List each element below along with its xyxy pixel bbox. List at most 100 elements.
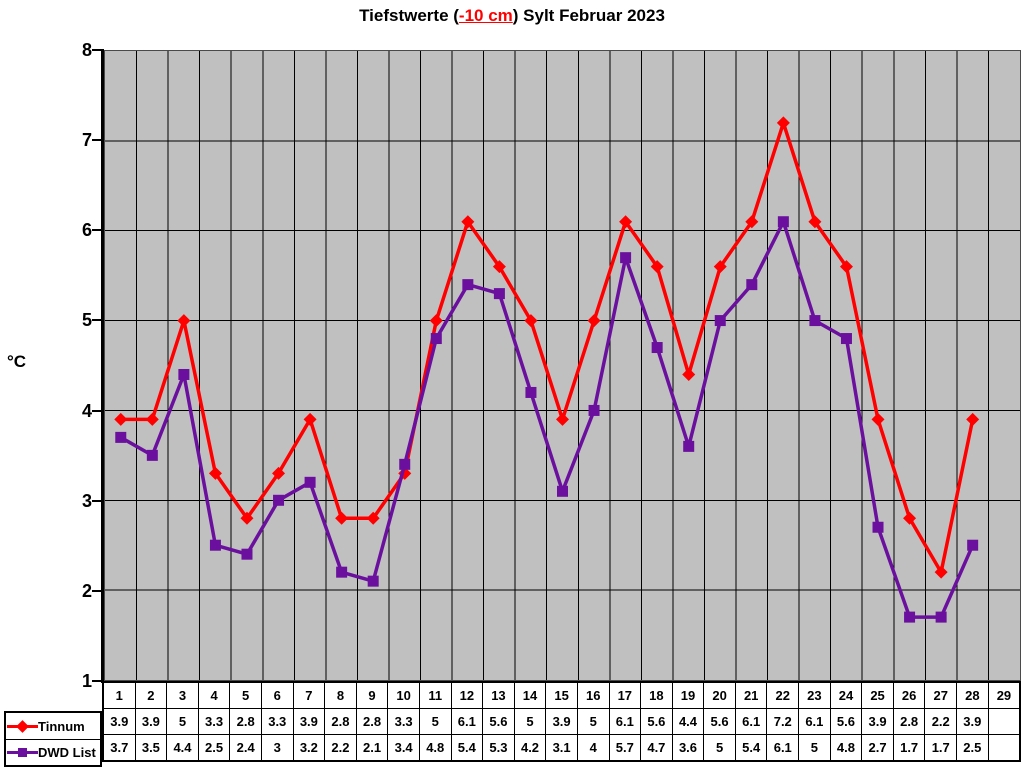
diamond-data-point [177,314,191,328]
value-cell: 4.8 [830,735,863,760]
value-cell: 2.1 [356,735,389,760]
square-data-point [620,252,632,264]
line-chart [105,51,1020,680]
diamond-data-point [966,412,980,426]
day-header-cell: 22 [767,683,800,709]
y-axis-tick-label: 3 [81,490,92,511]
y-axis-tick [92,499,101,502]
day-header-cell: 27 [925,683,958,709]
chart-title: Tiefstwerte (-10 cm) Sylt Februar 2023 [0,6,1024,26]
square-data-point [493,288,505,300]
square-data-point [146,449,158,461]
series-row-dwd-list: 3.7 3.5 4.4 2.5 2.4 3 3.2 2.2 2.1 3.4 4.8 5.4 5.3 4.2… [104,735,1020,760]
square-data-point [399,458,411,470]
value-cell: 5 [704,735,736,760]
day-header-cell: 5 [230,683,262,709]
day-header-cell: 2 [135,683,168,709]
square-data-point [588,404,600,416]
value-cell: 2.8 [230,709,262,735]
diamond-data-point [335,511,349,525]
value-cell: 2.8 [325,709,357,735]
value-cell: 1.7 [893,735,926,760]
day-header-cell: 10 [388,683,420,709]
series-tinnum [114,116,980,579]
value-cell: 3.3 [388,709,420,735]
square-data-point [746,279,758,291]
day-header-cell: 1 [104,683,136,709]
value-cell: 5.6 [704,709,736,735]
value-cell: 3.9 [104,709,136,735]
day-header-cell: 24 [830,683,863,709]
series-dwd-list [115,216,979,623]
value-cell: 5.6 [830,709,863,735]
value-cell: 6.1 [799,709,831,735]
value-cell: 3.3 [261,709,294,735]
y-axis-tick [92,229,101,232]
y-axis-tick-label: 1 [81,671,92,691]
y-axis-tick [92,319,101,322]
day-header-cell: 8 [325,683,357,709]
diamond-data-point [145,412,159,426]
diamond-data-point [366,511,380,525]
legend-item-label: Tinnum [38,718,85,734]
day-header-cell: 6 [261,683,294,709]
value-cell: 4.8 [419,735,452,760]
diamond-data-point [619,215,633,229]
day-header-cell: 11 [419,683,452,709]
value-cell: 3.1 [546,735,578,760]
diamond-data-point [871,412,885,426]
title-highlight: -10 cm [458,6,513,25]
value-cell: 5.7 [609,735,642,760]
value-cell: 3.9 [862,709,894,735]
diamond-data-point [713,260,727,274]
value-cell: 5 [419,709,452,735]
value-cell: 3.9 [293,709,326,735]
value-cell: 4 [577,735,610,760]
square-data-point [777,216,789,228]
y-axis-unit-label: °C [7,352,27,371]
value-cell [988,709,1020,735]
value-cell: 5.6 [641,709,673,735]
value-cell: 3.4 [388,735,420,760]
diamond-data-point [524,314,538,328]
square-data-point [273,494,285,506]
value-cell: 3.3 [198,709,231,735]
day-header-cell: 13 [483,683,515,709]
square-data-point [840,333,852,345]
day-header-cell: 21 [735,683,768,709]
diamond-data-point [272,466,286,480]
day-header-cell: 17 [609,683,642,709]
gridlines [105,51,1020,680]
diamond-data-point [461,215,475,229]
diamond-data-point [587,314,601,328]
value-cell [988,735,1020,760]
value-cell: 2.8 [356,709,389,735]
square-data-point [967,539,979,551]
square-data-point [462,279,474,291]
square-data-point [336,566,348,578]
value-cell: 2.7 [862,735,894,760]
dwd-list-series-marker-icon [7,746,38,759]
value-cell: 2.5 [957,735,989,760]
value-cell: 5 [167,709,199,735]
diamond-marker-icon [16,719,29,733]
value-cell: 2.2 [325,735,357,760]
diamond-data-point [114,412,128,426]
square-data-point [935,611,947,623]
value-cell: 4.4 [167,735,199,760]
square-data-point [683,440,695,452]
value-cell: 2.2 [925,709,958,735]
legend-item-dwd-list: DWD List [6,740,100,765]
value-cell: 2.5 [198,735,231,760]
square-data-point [872,521,884,533]
plot-area [104,50,1021,681]
y-axis-tick [92,49,101,51]
day-header-cell: 15 [546,683,578,709]
diamond-data-point [208,466,222,480]
value-cell: 3.9 [546,709,578,735]
diamond-data-point [808,215,822,229]
value-cell: 1.7 [925,735,958,760]
y-axis-tick-label: 6 [81,220,92,241]
day-header-cell: 9 [356,683,389,709]
